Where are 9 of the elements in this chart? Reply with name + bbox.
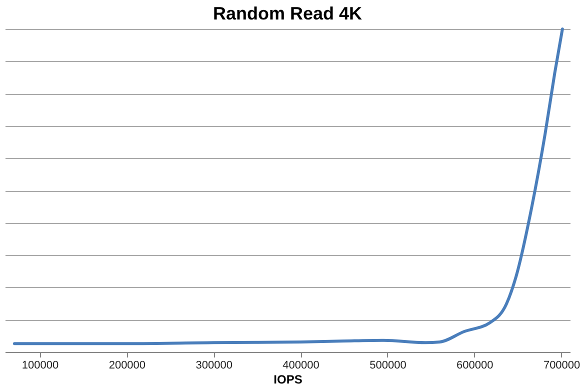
- x-tick-label: 300000: [196, 360, 232, 372]
- x-tick-label: 500000: [370, 360, 406, 372]
- x-tick-label: 100000: [22, 360, 59, 372]
- chart-title: Random Read 4K: [212, 4, 362, 24]
- x-tick-label: 200000: [108, 360, 146, 372]
- x-axis-title: IOPS: [274, 372, 302, 386]
- x-tick-label: 600000: [456, 360, 494, 372]
- x-tick-label: 400000: [282, 360, 320, 372]
- x-tick-label: 700000: [543, 360, 580, 372]
